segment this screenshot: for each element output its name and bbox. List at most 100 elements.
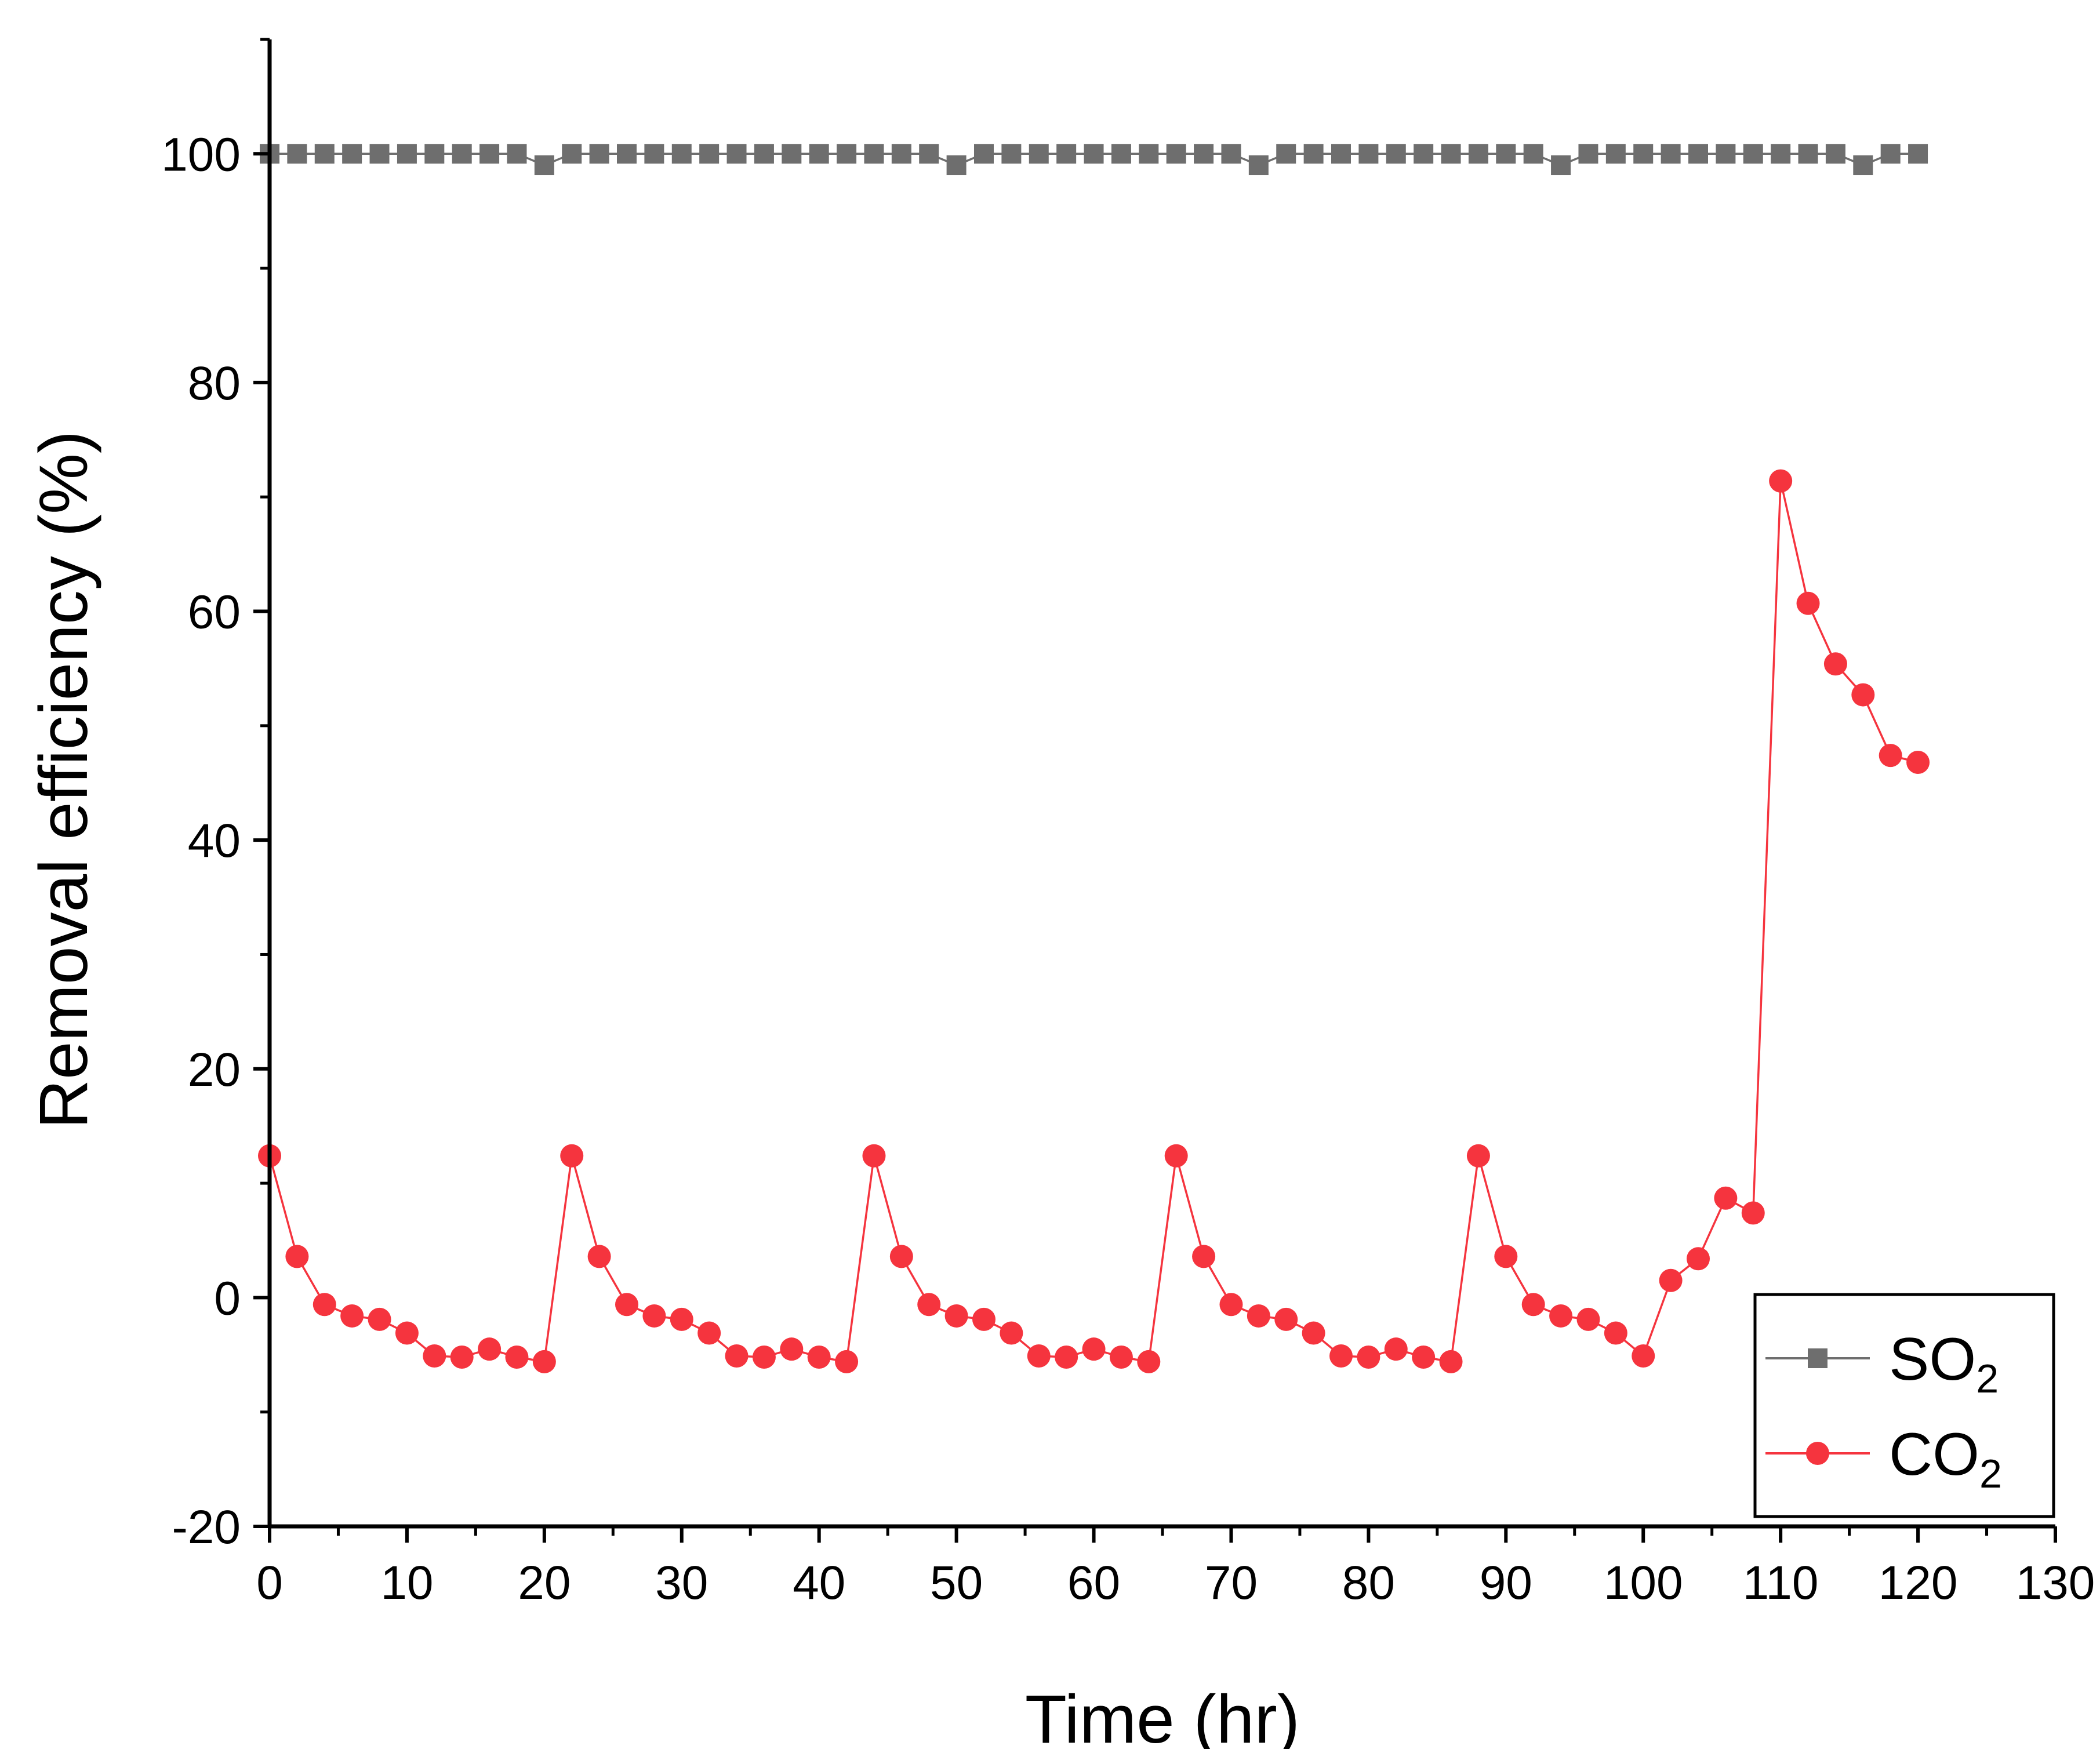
data-point-co2 xyxy=(780,1337,804,1361)
data-point-so2 xyxy=(1084,144,1104,164)
data-point-co2 xyxy=(1796,591,1820,615)
data-point-so2 xyxy=(1908,144,1928,164)
data-point-so2 xyxy=(617,144,637,164)
data-point-co2 xyxy=(1219,1293,1243,1317)
data-point-so2 xyxy=(1194,144,1214,164)
data-point-so2 xyxy=(946,155,967,176)
data-point-so2 xyxy=(589,144,609,164)
data-point-co2 xyxy=(1906,750,1930,774)
data-point-so2 xyxy=(1688,144,1708,164)
data-point-so2 xyxy=(864,144,884,164)
data-point-co2 xyxy=(1576,1307,1600,1331)
data-point-co2 xyxy=(1412,1345,1436,1369)
data-point-so2 xyxy=(1716,144,1736,164)
data-point-co2 xyxy=(1055,1345,1078,1369)
data-point-co2 xyxy=(1823,652,1847,676)
data-point-co2 xyxy=(313,1293,336,1317)
data-point-so2 xyxy=(562,144,582,164)
data-point-so2 xyxy=(507,144,527,164)
series-line-co2 xyxy=(268,481,1919,1363)
data-point-co2 xyxy=(1714,1186,1738,1210)
data-point-co2 xyxy=(505,1345,529,1369)
data-point-so2 xyxy=(1605,144,1626,164)
data-point-co2 xyxy=(725,1344,749,1368)
data-point-co2 xyxy=(1000,1321,1023,1345)
data-point-so2 xyxy=(1386,144,1406,164)
x-tick-label: 0 xyxy=(256,1557,283,1609)
x-tick-label: 130 xyxy=(2016,1557,2095,1609)
data-point-so2 xyxy=(1523,144,1543,164)
y-axis-title: Removal efficiency (%) xyxy=(26,431,102,1129)
data-point-so2 xyxy=(1468,144,1488,164)
x-tick-label: 100 xyxy=(1604,1557,1683,1609)
data-point-so2 xyxy=(1029,144,1049,164)
x-tick-label: 120 xyxy=(1879,1557,1958,1609)
data-point-so2 xyxy=(1111,144,1131,164)
data-point-co2 xyxy=(1192,1245,1216,1268)
plot-series xyxy=(258,144,1930,1373)
y-tick-label: 100 xyxy=(161,128,241,181)
data-point-co2 xyxy=(1384,1337,1408,1361)
data-point-co2 xyxy=(1521,1293,1545,1317)
legend-marker-co2 xyxy=(1806,1442,1829,1465)
data-point-so2 xyxy=(974,144,994,164)
data-point-so2 xyxy=(1551,155,1571,176)
x-tick-label: 20 xyxy=(518,1557,571,1609)
data-point-so2 xyxy=(1578,144,1598,164)
data-point-so2 xyxy=(671,144,692,164)
data-point-so2 xyxy=(1001,144,1022,164)
data-point-so2 xyxy=(1166,144,1186,164)
data-point-so2 xyxy=(1139,144,1159,164)
data-point-co2 xyxy=(532,1350,556,1373)
data-point-so2 xyxy=(1248,155,1269,176)
data-point-so2 xyxy=(1853,155,1873,176)
data-point-so2 xyxy=(1880,144,1901,164)
data-point-so2 xyxy=(726,144,747,164)
legend-label-co2: CO2 xyxy=(1889,1421,2002,1496)
data-point-co2 xyxy=(972,1307,995,1331)
x-tick-label: 10 xyxy=(380,1557,433,1609)
data-point-so2 xyxy=(1496,144,1516,164)
data-point-so2 xyxy=(479,144,500,164)
data-point-co2 xyxy=(944,1304,968,1328)
data-point-co2 xyxy=(340,1304,364,1328)
data-point-co2 xyxy=(862,1144,886,1168)
data-point-co2 xyxy=(587,1245,611,1268)
data-point-co2 xyxy=(697,1321,721,1345)
data-point-co2 xyxy=(368,1307,391,1331)
x-axis-title: Time (hr) xyxy=(1025,1681,1300,1749)
data-point-so2 xyxy=(1825,144,1845,164)
data-point-so2 xyxy=(919,144,939,164)
data-point-co2 xyxy=(1439,1350,1463,1373)
data-point-so2 xyxy=(891,144,911,164)
data-point-so2 xyxy=(424,144,445,164)
data-point-co2 xyxy=(1357,1345,1380,1369)
data-point-co2 xyxy=(1769,469,1793,493)
data-point-co2 xyxy=(1687,1247,1710,1271)
data-point-so2 xyxy=(1441,144,1461,164)
data-point-co2 xyxy=(423,1344,446,1368)
data-point-so2 xyxy=(1414,144,1434,164)
data-point-so2 xyxy=(1798,144,1818,164)
data-point-co2 xyxy=(807,1345,831,1369)
data-point-so2 xyxy=(314,144,335,164)
data-point-so2 xyxy=(644,144,664,164)
data-point-co2 xyxy=(1549,1304,1573,1328)
x-tick-label: 30 xyxy=(655,1557,708,1609)
data-point-so2 xyxy=(1743,144,1763,164)
data-point-co2 xyxy=(1164,1144,1188,1168)
data-point-so2 xyxy=(1303,144,1324,164)
x-tick-label: 70 xyxy=(1205,1557,1258,1609)
data-point-co2 xyxy=(642,1304,666,1328)
data-point-co2 xyxy=(615,1293,638,1317)
data-point-so2 xyxy=(1633,144,1654,164)
data-point-co2 xyxy=(1329,1344,1353,1368)
data-point-co2 xyxy=(1741,1201,1765,1225)
data-point-so2 xyxy=(1221,144,1241,164)
data-point-co2 xyxy=(395,1321,419,1345)
data-point-so2 xyxy=(1358,144,1379,164)
legend-marker-so2 xyxy=(1808,1348,1827,1368)
data-point-co2 xyxy=(1879,744,1902,768)
y-tick-label: 80 xyxy=(188,357,241,410)
